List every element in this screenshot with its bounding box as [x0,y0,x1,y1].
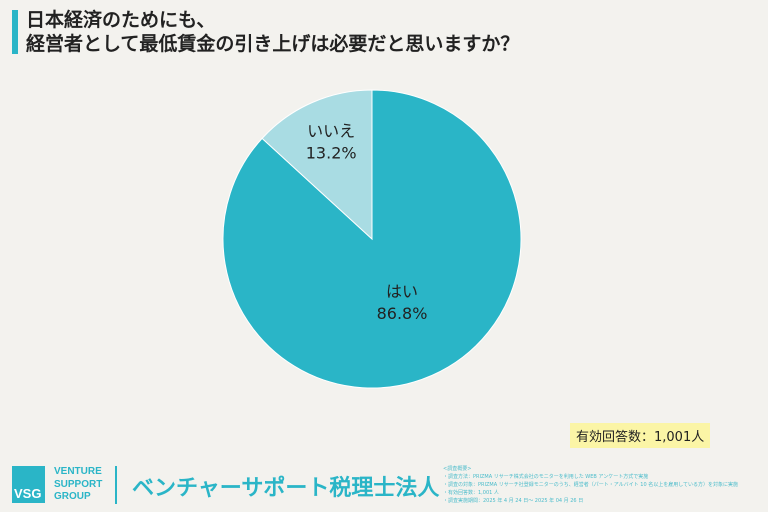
slice-label: いいえ [307,121,355,140]
pie-slice-1 [261,89,373,241]
chart-title: 日本経済のためにも、 経営者として最低賃金の引き上げは必要だと思いますか？ [26,8,519,56]
slice-label: はい [386,282,418,301]
logo-text: VENTURE SUPPORT GROUP [54,466,102,504]
title-accent-bar [12,10,18,54]
note-line: ・有効回答数：1,001 人 [443,490,499,496]
note-line: <調査概要> [443,466,472,472]
note-line: ・調査の対象：PRIZMA リサーチ社登録モニターのうち、経営者（パート・アルバ… [443,482,739,488]
logo-line: VENTURE [54,466,102,477]
survey-notes: <調査概要> ・調査方法：PRIZMA リサーチ株式会社のモニターを利用した W… [443,465,738,505]
slice-value: 86.8% [377,304,428,323]
logo-line: SUPPORT [54,478,103,490]
firm-name: ベンチャーサポート税理士法人 [132,476,440,501]
title-line: 経営者として最低賃金の引き上げは必要だと思いますか？ [26,33,520,55]
logo-line: GROUP [54,491,91,502]
logo-divider [115,466,117,504]
slice-value: 13.2% [306,143,357,162]
note-line: ・調査実施期間：2025 年 4 月 24 日～ 2025 年 04 月 26 … [443,498,584,504]
note-line: ・調査方法：PRIZMA リサーチ株式会社のモニターを利用した WEB アンケー… [443,474,649,480]
logo-mark: VSG [14,486,42,501]
title-line: 日本経済のためにも、 [26,9,216,31]
respondent-count: 有効回答数：1,001人 [570,423,711,448]
vsg-logo: VSG [12,466,45,503]
